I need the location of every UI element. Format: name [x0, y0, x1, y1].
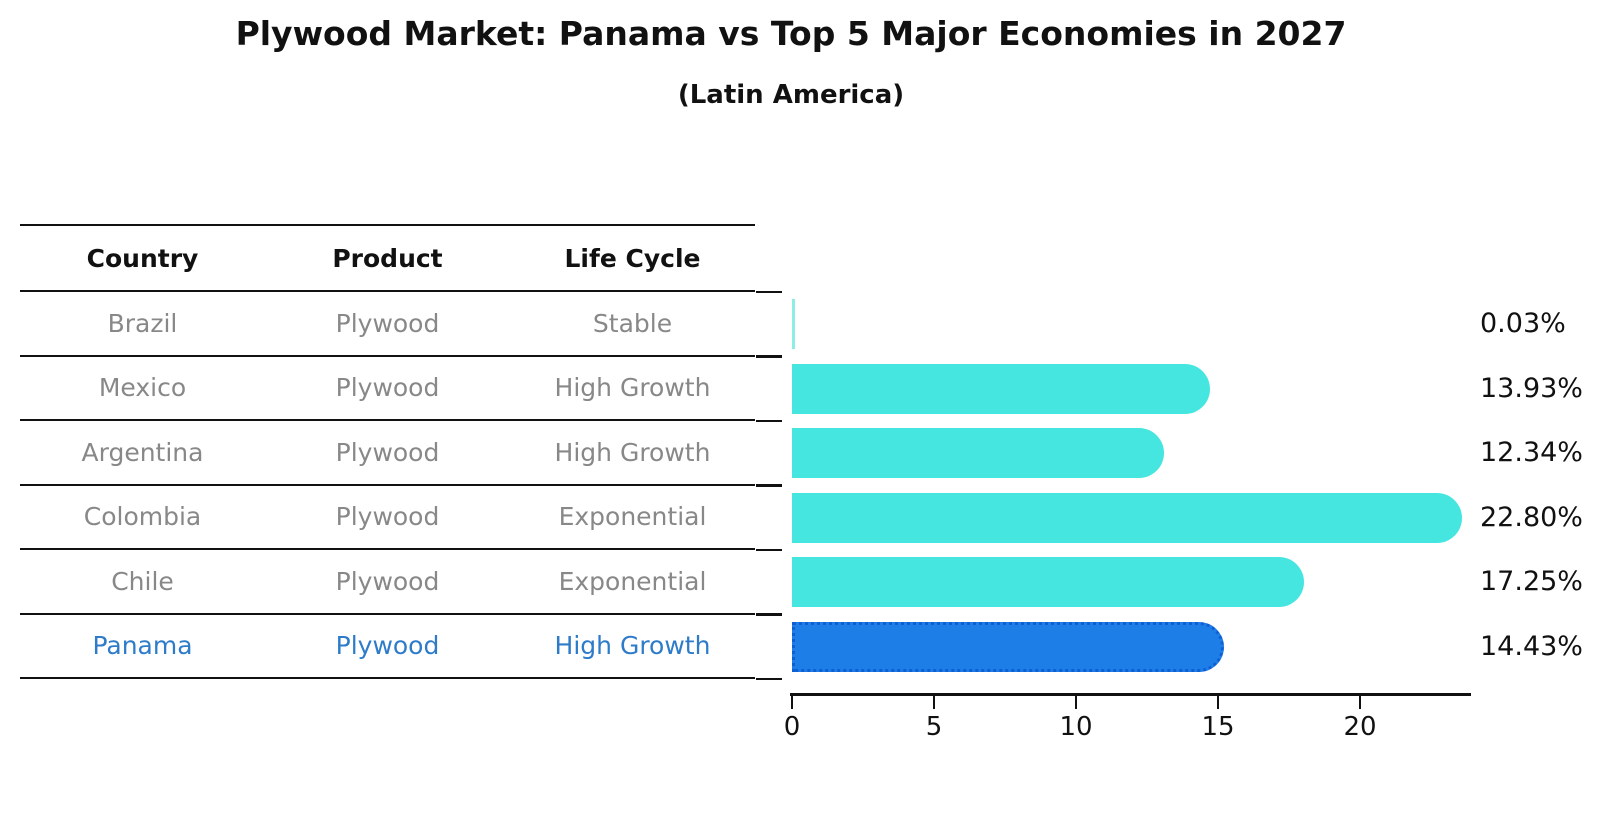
- cell-life-cycle: High Growth: [554, 631, 711, 661]
- page-title: Plywood Market: Panama vs Top 5 Major Ec…: [235, 14, 1347, 53]
- x-tick-mark: [1358, 696, 1362, 709]
- cell-life-cycle: Exponential: [558, 502, 707, 532]
- x-tick-label: 15: [1201, 712, 1235, 742]
- bar-mexico: [792, 363, 1210, 414]
- bar-chile: [792, 557, 1304, 608]
- country-table: Country Product Life Cycle Brazil Plywoo…: [20, 224, 755, 679]
- bar-panama: [792, 621, 1224, 672]
- y-tick-mark: [756, 548, 782, 552]
- bar-brazil: [792, 299, 795, 350]
- page-subtitle: (Latin America): [677, 80, 905, 110]
- table-row-mexico: Mexico Plywood High Growth: [20, 357, 755, 421]
- cell-product: Plywood: [335, 308, 440, 338]
- value-label-brazil: 0.03%: [1480, 308, 1566, 340]
- cell-country: Argentina: [81, 437, 204, 467]
- cell-product: Plywood: [335, 502, 440, 532]
- value-label-argentina: 12.34%: [1480, 437, 1583, 469]
- y-tick-mark: [756, 355, 782, 358]
- bar-argentina: [792, 428, 1165, 479]
- x-tick-label: 0: [783, 712, 801, 742]
- x-tick-mark: [932, 696, 936, 709]
- table-row-argentina: Argentina Plywood High Growth: [20, 421, 755, 486]
- cell-life-cycle: High Growth: [554, 373, 711, 403]
- value-label-panama: 14.43%: [1480, 630, 1583, 662]
- cell-country: Chile: [111, 566, 174, 596]
- x-axis-line: [790, 693, 1471, 696]
- table-row-brazil: Brazil Plywood Stable: [20, 292, 755, 357]
- cell-life-cycle: High Growth: [554, 437, 711, 467]
- cell-country: Colombia: [83, 502, 202, 532]
- table-header-row: Country Product Life Cycle: [20, 224, 755, 292]
- y-tick-mark: [756, 290, 782, 294]
- cell-country: Brazil: [107, 308, 178, 338]
- table-row-panama: Panama Plywood High Growth: [20, 615, 755, 679]
- cell-country: Mexico: [98, 373, 187, 403]
- column-header-product: Product: [332, 243, 443, 273]
- x-tick-label: 5: [925, 712, 943, 742]
- y-tick-mark: [756, 613, 782, 616]
- column-header-life-cycle: Life Cycle: [564, 243, 701, 273]
- value-label-chile: 17.25%: [1480, 566, 1583, 598]
- x-tick-mark: [1216, 696, 1220, 709]
- value-label-mexico: 13.93%: [1480, 372, 1583, 404]
- y-tick-mark: [756, 484, 782, 487]
- table-row-colombia: Colombia Plywood Exponential: [20, 486, 755, 550]
- x-tick-mark: [790, 696, 794, 709]
- column-header-country: Country: [86, 243, 199, 273]
- x-tick-label: 10: [1059, 712, 1093, 742]
- x-tick-mark: [1074, 696, 1078, 709]
- table-row-chile: Chile Plywood Exponential: [20, 550, 755, 615]
- cell-product: Plywood: [335, 566, 440, 596]
- cell-product: Plywood: [335, 437, 440, 467]
- bar-colombia: [792, 492, 1462, 543]
- cell-product: Plywood: [335, 373, 440, 403]
- cell-life-cycle: Exponential: [558, 566, 707, 596]
- cell-product: Plywood: [335, 631, 440, 661]
- cell-country: Panama: [92, 631, 193, 661]
- cell-life-cycle: Stable: [592, 308, 673, 338]
- value-label-colombia: 22.80%: [1480, 501, 1583, 533]
- y-tick-mark: [756, 419, 782, 423]
- x-tick-label: 20: [1343, 712, 1377, 742]
- y-tick-mark: [756, 677, 782, 681]
